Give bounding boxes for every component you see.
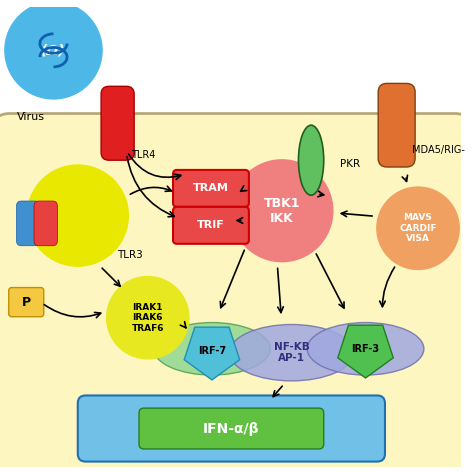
Text: IRF-3: IRF-3 <box>352 344 380 354</box>
Text: (Ω): (Ω) <box>41 43 66 57</box>
Text: PKR: PKR <box>340 159 360 169</box>
Text: TRIF: TRIF <box>197 220 225 230</box>
FancyBboxPatch shape <box>173 207 249 244</box>
Text: TRAM: TRAM <box>193 183 229 193</box>
Text: Virus: Virus <box>17 111 45 122</box>
Circle shape <box>107 277 189 358</box>
Ellipse shape <box>154 322 270 375</box>
FancyBboxPatch shape <box>17 201 40 246</box>
Text: MDA5/RIG-: MDA5/RIG- <box>412 145 465 155</box>
FancyBboxPatch shape <box>173 170 249 207</box>
Text: MAVS
CARDIF
VISA: MAVS CARDIF VISA <box>399 213 437 243</box>
FancyBboxPatch shape <box>101 86 134 160</box>
Text: TLR3: TLR3 <box>117 250 142 260</box>
Text: TLR4: TLR4 <box>131 150 155 161</box>
Text: P: P <box>22 296 31 309</box>
Text: TBK1
IKK: TBK1 IKK <box>264 197 300 225</box>
Text: IFN-α/β: IFN-α/β <box>203 421 260 436</box>
FancyBboxPatch shape <box>34 201 57 246</box>
Text: IRF-7: IRF-7 <box>198 346 226 356</box>
FancyBboxPatch shape <box>78 395 385 462</box>
Ellipse shape <box>299 125 324 195</box>
FancyBboxPatch shape <box>0 114 473 474</box>
Circle shape <box>27 165 128 266</box>
FancyBboxPatch shape <box>378 83 415 167</box>
Ellipse shape <box>229 325 354 381</box>
Circle shape <box>5 2 102 99</box>
Circle shape <box>377 187 459 269</box>
Text: NF-KB
AP-1: NF-KB AP-1 <box>274 342 310 364</box>
Text: IRAK1
IRAK6
TRAF6: IRAK1 IRAK6 TRAF6 <box>131 303 164 333</box>
Ellipse shape <box>307 322 424 375</box>
Circle shape <box>231 160 332 261</box>
FancyBboxPatch shape <box>9 288 44 317</box>
FancyBboxPatch shape <box>139 408 324 449</box>
